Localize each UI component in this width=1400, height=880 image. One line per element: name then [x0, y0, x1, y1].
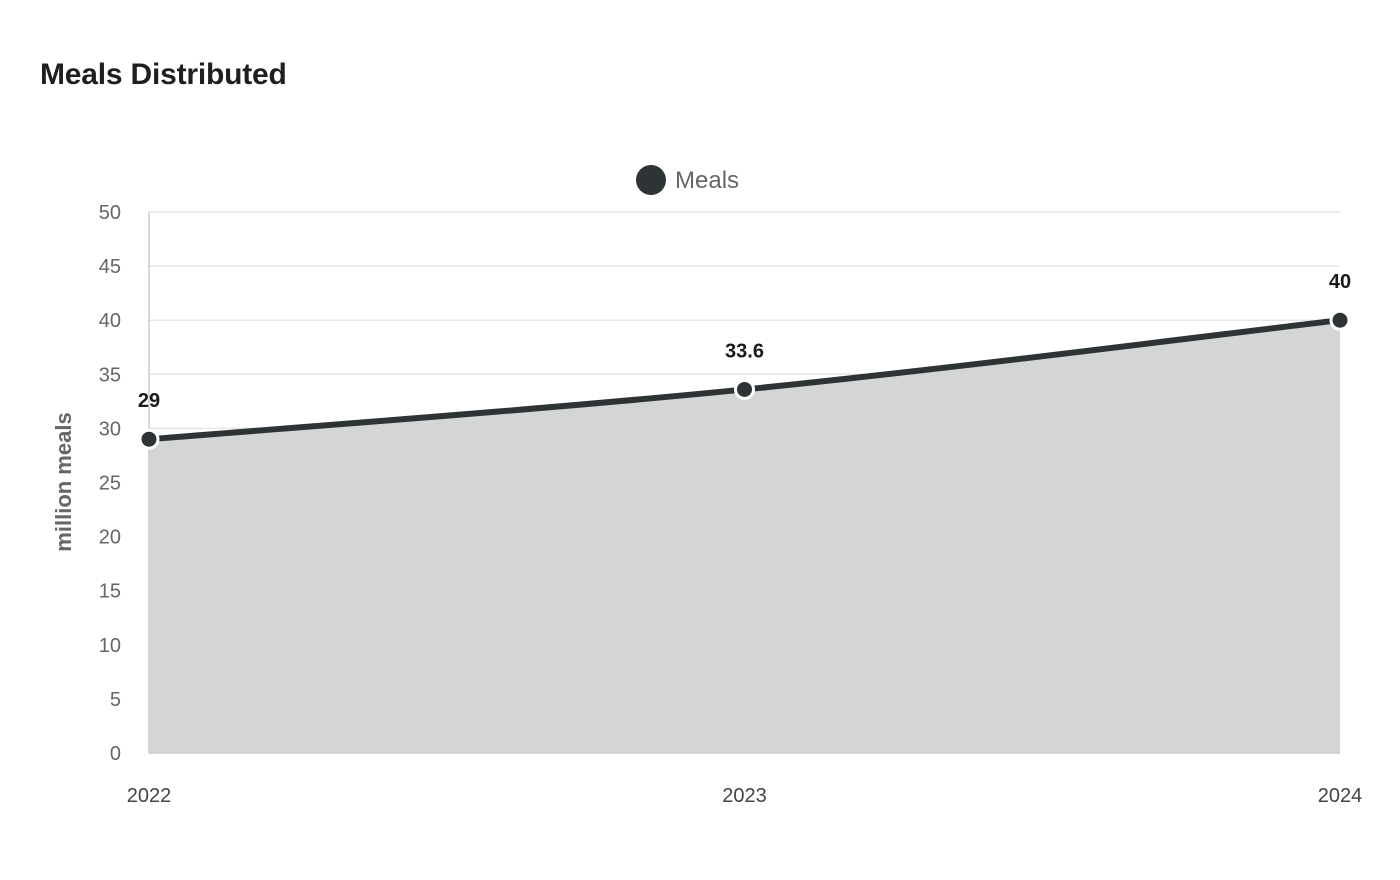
y-tick-label-30: 30 — [99, 418, 121, 440]
legend-marker-icon — [636, 165, 666, 195]
y-tick-label-40: 40 — [99, 310, 121, 332]
chart-title: Meals Distributed — [40, 58, 287, 91]
y-axis-title: million meals — [51, 412, 76, 551]
y-tick-label-10: 10 — [99, 635, 121, 657]
y-tick-label-35: 35 — [99, 364, 121, 386]
y-tick-label-45: 45 — [99, 256, 121, 278]
y-axis-ticks: 0 5 10 15 20 25 30 35 40 45 50 — [99, 202, 121, 765]
data-label-2023: 33.6 — [725, 340, 764, 362]
y-tick-label-50: 50 — [99, 202, 121, 224]
x-tick-label-2023: 2023 — [722, 785, 767, 807]
y-tick-label-15: 15 — [99, 581, 121, 603]
series-area-fill — [149, 320, 1340, 753]
data-label-2024: 40 — [1329, 271, 1351, 293]
data-point-2022 — [138, 428, 160, 450]
y-tick-label-25: 25 — [99, 473, 121, 495]
x-axis-ticks: 2022 2023 2024 — [127, 785, 1363, 807]
series-markers — [138, 309, 1351, 450]
series-area — [149, 320, 1340, 753]
y-tick-label-0: 0 — [110, 743, 121, 765]
legend[interactable]: Meals — [636, 165, 739, 195]
data-point-2024 — [1329, 309, 1351, 331]
y-tick-label-20: 20 — [99, 527, 121, 549]
x-tick-label-2022: 2022 — [127, 785, 172, 807]
data-labels: 29 33.6 40 — [138, 271, 1351, 412]
axes — [148, 212, 1340, 754]
y-tick-label-5: 5 — [110, 689, 121, 711]
data-point-2023 — [734, 378, 755, 400]
data-label-2022: 29 — [138, 390, 160, 412]
x-tick-label-2024: 2024 — [1318, 785, 1363, 807]
legend-label-meals: Meals — [675, 167, 739, 194]
